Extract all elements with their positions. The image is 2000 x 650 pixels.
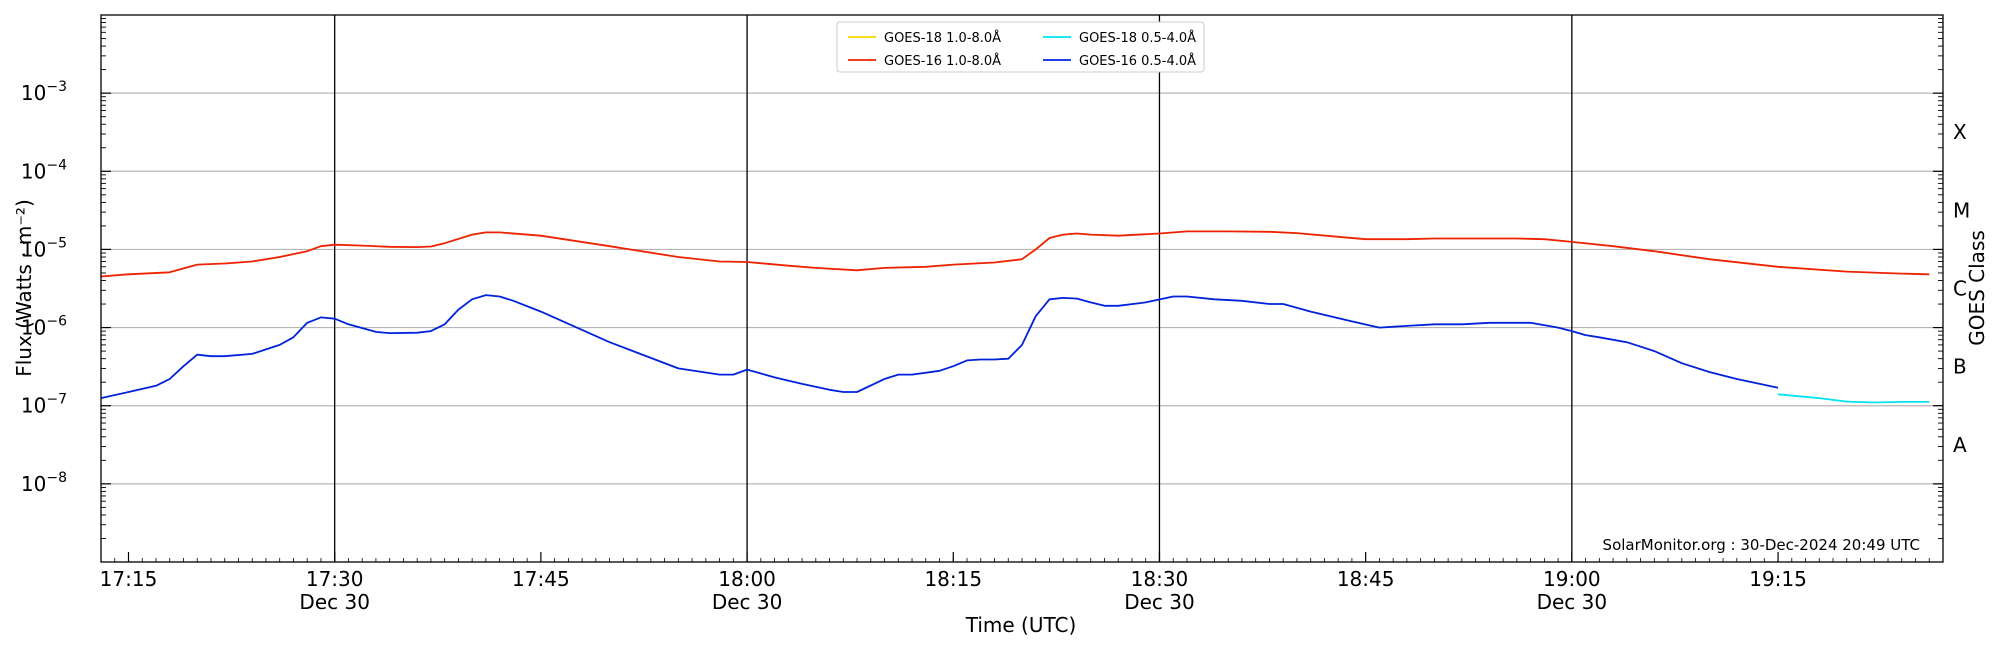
x-tick-date-label: Dec 30 — [1537, 590, 1608, 614]
goes-class-b: B — [1953, 355, 1967, 379]
series-line-1 — [1777, 393, 1930, 404]
x-tick-date-label: Dec 30 — [712, 590, 783, 614]
goes-class-c: C — [1953, 277, 1967, 301]
series-line-2 — [100, 230, 1930, 278]
y-tick-label: 10−7 — [21, 392, 67, 418]
legend-label-2: GOES-16 1.0-8.0Å — [884, 53, 1001, 69]
legend-box — [836, 21, 1205, 73]
y-tick-label: 10−8 — [21, 470, 67, 496]
x-tick-label: 18:15 — [924, 567, 982, 591]
goes-class-x: X — [1953, 120, 1967, 144]
x-tick-label: 19:00 — [1543, 567, 1601, 591]
x-tick-label: 18:30 — [1131, 567, 1189, 591]
day-markers — [334, 15, 1573, 562]
legend-label-1: GOES-18 0.5-4.0Å — [1079, 30, 1196, 46]
minor-ticks — [101, 18, 1943, 539]
x-tick-label: 17:30 — [306, 567, 364, 591]
y-axis-title: Flux (Watts · m⁻²) — [12, 199, 36, 377]
right-axis-title: GOES Class — [1965, 230, 1989, 346]
x-tick-label: 18:45 — [1337, 567, 1395, 591]
goes-class-a: A — [1953, 433, 1967, 457]
series-lines — [100, 230, 1930, 404]
y-tick-label: 10−3 — [21, 79, 67, 105]
goes-class-m: M — [1953, 198, 1970, 222]
y-tick-label: 10−6 — [21, 314, 67, 340]
x-tick-date-label: Dec 30 — [1124, 590, 1195, 614]
y-tick-label: 10−4 — [21, 157, 67, 183]
credit-text: SolarMonitor.org : 30-Dec-2024 20:49 UTC — [1603, 536, 1920, 554]
y-axis-ticks: 10−8 10−7 10−6 10−5 10−4 10−3 — [21, 79, 1943, 496]
x-tick-label: 19:15 — [1749, 567, 1807, 591]
legend-label-3: GOES-16 0.5-4.0Å — [1079, 53, 1196, 69]
horizontal-grid — [101, 92, 1943, 485]
x-tick-date-label: Dec 30 — [299, 590, 370, 614]
legend: GOES-18 1.0-8.0Å GOES-18 0.5-4.0Å GOES-16 … — [836, 21, 1205, 73]
legend-label-0: GOES-18 1.0-8.0Å — [884, 30, 1001, 46]
goes-class-labels: A B C M X — [1953, 120, 1970, 457]
series-line-3 — [100, 294, 1779, 399]
y-tick-label: 10−5 — [21, 235, 67, 261]
x-tick-label: 18:00 — [718, 567, 776, 591]
x-tick-label: 17:45 — [512, 567, 570, 591]
x-tick-label: 17:15 — [100, 567, 158, 591]
x-axis-title: Time (UTC) — [965, 613, 1077, 637]
